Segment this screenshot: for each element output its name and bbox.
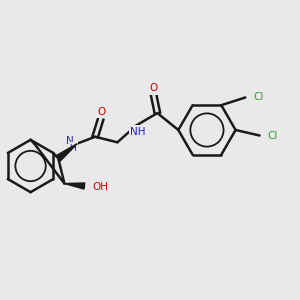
Text: H: H bbox=[69, 144, 76, 153]
Polygon shape bbox=[64, 183, 85, 189]
Text: O: O bbox=[150, 83, 158, 93]
Text: OH: OH bbox=[92, 182, 108, 192]
Text: NH: NH bbox=[130, 127, 146, 137]
Text: N: N bbox=[66, 136, 74, 146]
Text: Cl: Cl bbox=[267, 131, 278, 142]
Text: Cl: Cl bbox=[253, 92, 263, 102]
Polygon shape bbox=[56, 143, 77, 161]
Text: O: O bbox=[97, 107, 106, 117]
